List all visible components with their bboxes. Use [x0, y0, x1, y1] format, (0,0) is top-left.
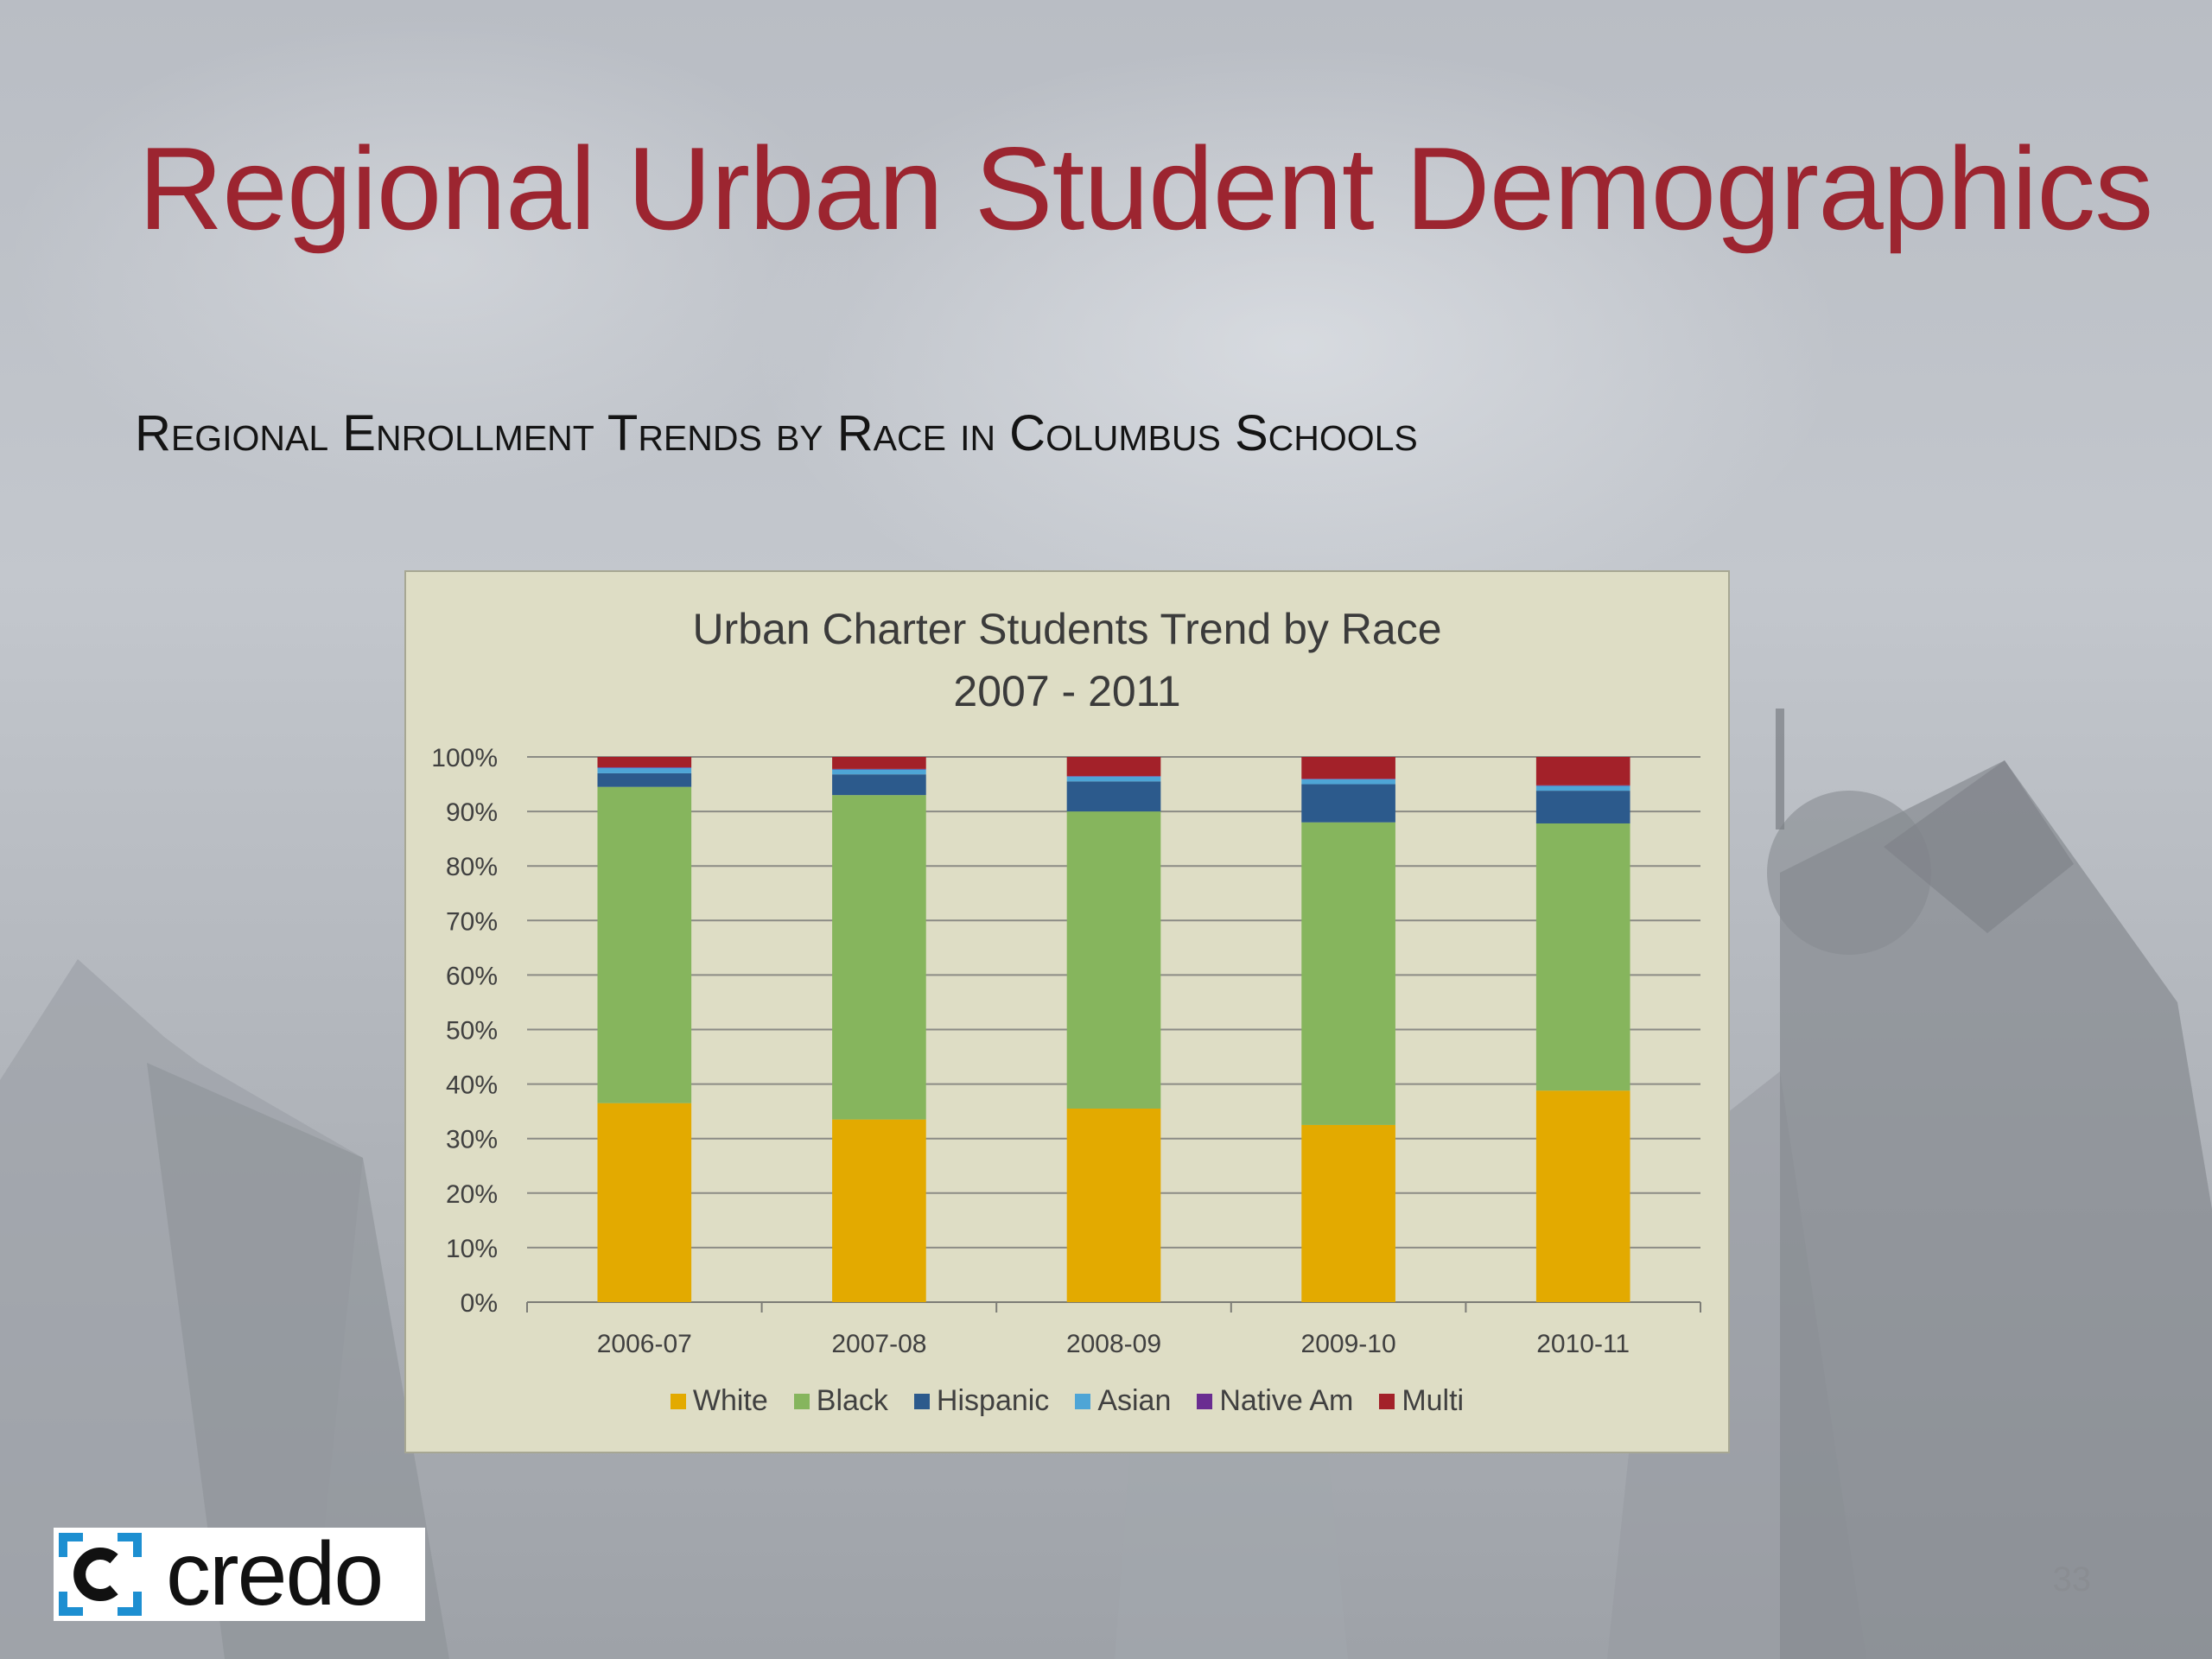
- y-tick-label: 70%: [446, 907, 498, 936]
- y-tick-label: 40%: [446, 1071, 498, 1100]
- bar-black-2007-08: [832, 795, 926, 1120]
- y-tick-label: 100%: [431, 744, 498, 772]
- chart-legend: White Black Hispanic Asian Native Am Multi: [406, 1384, 1728, 1418]
- stacked-bar-chart: 0% 10% 20% 30% 40% 50% 60% 70% 80% 90% 100% 2006-07…: [431, 744, 1701, 1358]
- bar-hispanic-2008-09: [1066, 781, 1161, 812]
- y-tick-label: 60%: [446, 962, 498, 990]
- credo-logo-mark-icon: [54, 1528, 147, 1621]
- legend-item-white: White: [670, 1384, 768, 1418]
- legend-item-multi: Multi: [1379, 1384, 1464, 1418]
- bar-native-am-2008-09: [1066, 776, 1161, 777]
- bar-white-2009-10: [1301, 1124, 1395, 1302]
- y-tick-label: 30%: [446, 1126, 498, 1154]
- bar-multi-2010-11: [1535, 757, 1630, 785]
- bar-hispanic-2009-10: [1301, 784, 1395, 823]
- bar-asian-2008-09: [1066, 776, 1161, 782]
- bar-multi-2006-07: [597, 757, 692, 767]
- bar-white-2010-11: [1535, 1090, 1630, 1302]
- page-number: 33: [2052, 1560, 2092, 1599]
- y-tick-label: 80%: [446, 853, 498, 881]
- credo-logo-text: credo: [166, 1524, 384, 1624]
- bar-native-am-2006-07: [597, 766, 692, 768]
- bar-multi-2007-08: [832, 757, 926, 769]
- x-tick-label: 2010-11: [1536, 1330, 1630, 1358]
- legend-item-asian: Asian: [1075, 1384, 1171, 1418]
- legend-label: Hispanic: [936, 1384, 1050, 1417]
- legend-swatch: [913, 1393, 930, 1409]
- legend-label: Black: [816, 1384, 888, 1417]
- bar-native-am-2007-08: [832, 768, 926, 770]
- y-tick-label: 10%: [446, 1235, 498, 1263]
- bar-asian-2009-10: [1301, 779, 1395, 785]
- legend-swatch: [1379, 1393, 1395, 1409]
- legend-item-hispanic: Hispanic: [913, 1384, 1050, 1418]
- legend-swatch: [793, 1393, 810, 1409]
- chart-title-line1: Urban Charter Students Trend by Race: [692, 605, 1442, 653]
- x-tick-label: 2008-09: [1066, 1330, 1161, 1358]
- y-tick-label: 20%: [446, 1180, 498, 1209]
- bar-hispanic-2007-08: [832, 774, 926, 796]
- legend-item-black: Black: [793, 1384, 888, 1418]
- bar-asian-2007-08: [832, 769, 926, 775]
- bar-black-2009-10: [1301, 822, 1395, 1125]
- credo-logo: credo: [54, 1528, 425, 1621]
- bar-white-2007-08: [832, 1119, 926, 1302]
- legend-label: Asian: [1097, 1384, 1172, 1417]
- y-tick-label: 50%: [446, 1017, 498, 1046]
- bar-asian-2006-07: [597, 767, 692, 773]
- y-tick-label: 90%: [446, 798, 498, 827]
- slide-title: Regional Urban Student Demographics: [138, 123, 2153, 254]
- slide-subtitle: Regional Enrollment Trends by Race in Co…: [135, 405, 1418, 461]
- bar-white-2008-09: [1066, 1108, 1161, 1302]
- legend-swatch: [1075, 1393, 1091, 1409]
- legend-swatch: [1197, 1393, 1213, 1409]
- bar-white-2006-07: [597, 1103, 692, 1302]
- chart-panel: Urban Charter Students Trend by Race 200…: [404, 570, 1730, 1453]
- bar-black-2010-11: [1535, 823, 1630, 1091]
- legend-swatch: [670, 1393, 686, 1409]
- bar-black-2006-07: [597, 786, 692, 1103]
- bar-hispanic-2006-07: [597, 772, 692, 787]
- bar-native-am-2010-11: [1535, 785, 1630, 786]
- bar-hispanic-2010-11: [1535, 791, 1630, 823]
- bar-black-2008-09: [1066, 811, 1161, 1109]
- x-tick-label: 2006-07: [597, 1330, 692, 1358]
- bar-multi-2008-09: [1066, 757, 1161, 777]
- chart-title-line2: 2007 - 2011: [953, 667, 1181, 715]
- legend-item-native-am: Native Am: [1197, 1384, 1353, 1418]
- bar-asian-2010-11: [1535, 785, 1630, 791]
- legend-label: Native Am: [1219, 1384, 1354, 1417]
- y-tick-label: 0%: [461, 1289, 498, 1318]
- chart-title: Urban Charter Students Trend by Race 200…: [406, 598, 1728, 722]
- bar-multi-2009-10: [1301, 757, 1395, 779]
- x-tick-label: 2007-08: [831, 1330, 926, 1358]
- legend-label: White: [692, 1384, 768, 1417]
- legend-label: Multi: [1402, 1384, 1465, 1417]
- x-tick-label: 2009-10: [1301, 1330, 1396, 1358]
